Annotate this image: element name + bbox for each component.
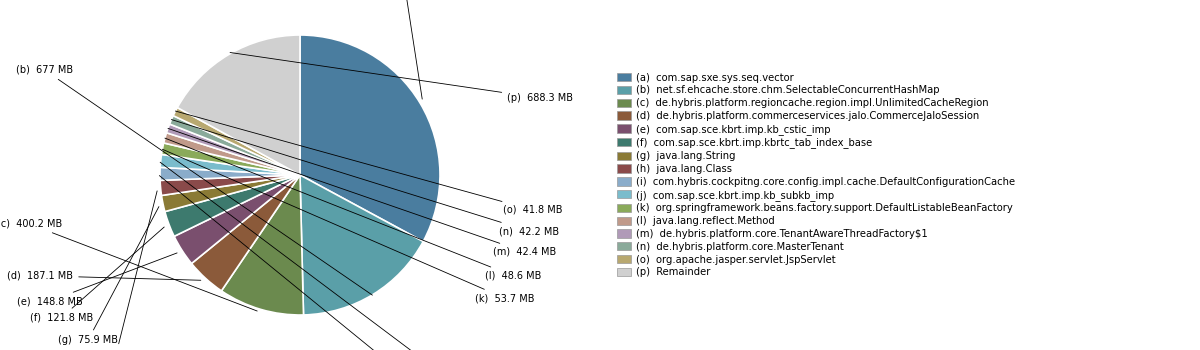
Legend: (a)  com.sap.sxe.sys.seq.vector, (b)  net.sf.ehcache.store.chm.SelectableConcurr: (a) com.sap.sxe.sys.seq.vector, (b) net.… [617,73,1015,277]
Text: (i)  60 MB: (i) 60 MB [160,176,431,350]
Wedge shape [169,116,300,175]
Text: (a)  1.3 GB: (a) 1.3 GB [377,0,430,99]
Wedge shape [164,175,300,236]
Text: (c)  400.2 MB: (c) 400.2 MB [0,219,257,311]
Text: (p)  688.3 MB: (p) 688.3 MB [230,52,574,103]
Wedge shape [300,35,440,242]
Text: (n)  42.2 MB: (n) 42.2 MB [172,120,559,236]
Text: (m)  42.4 MB: (m) 42.4 MB [168,128,557,257]
Wedge shape [160,167,300,180]
Text: (l)  48.6 MB: (l) 48.6 MB [164,138,541,281]
Text: (o)  41.8 MB: (o) 41.8 MB [175,111,563,215]
Wedge shape [192,175,300,291]
Wedge shape [300,175,424,315]
Wedge shape [174,175,300,264]
Wedge shape [162,143,300,175]
Text: (e)  148.8 MB: (e) 148.8 MB [17,253,178,306]
Text: (g)  75.9 MB: (g) 75.9 MB [58,206,158,345]
Wedge shape [222,175,304,315]
Text: (f)  121.8 MB: (f) 121.8 MB [30,227,164,323]
Text: (j)  59.9 MB: (j) 59.9 MB [160,162,457,350]
Text: (d)  187.1 MB: (d) 187.1 MB [7,271,200,281]
Wedge shape [167,124,300,175]
Text: (k)  53.7 MB: (k) 53.7 MB [162,149,534,303]
Wedge shape [173,107,300,175]
Text: (b)  677 MB: (b) 677 MB [16,65,372,295]
Wedge shape [163,133,300,175]
Wedge shape [178,35,300,175]
Text: (h)  69.8 MB: (h) 69.8 MB [86,191,157,350]
Wedge shape [161,154,300,175]
Wedge shape [160,175,300,195]
Wedge shape [162,175,300,212]
